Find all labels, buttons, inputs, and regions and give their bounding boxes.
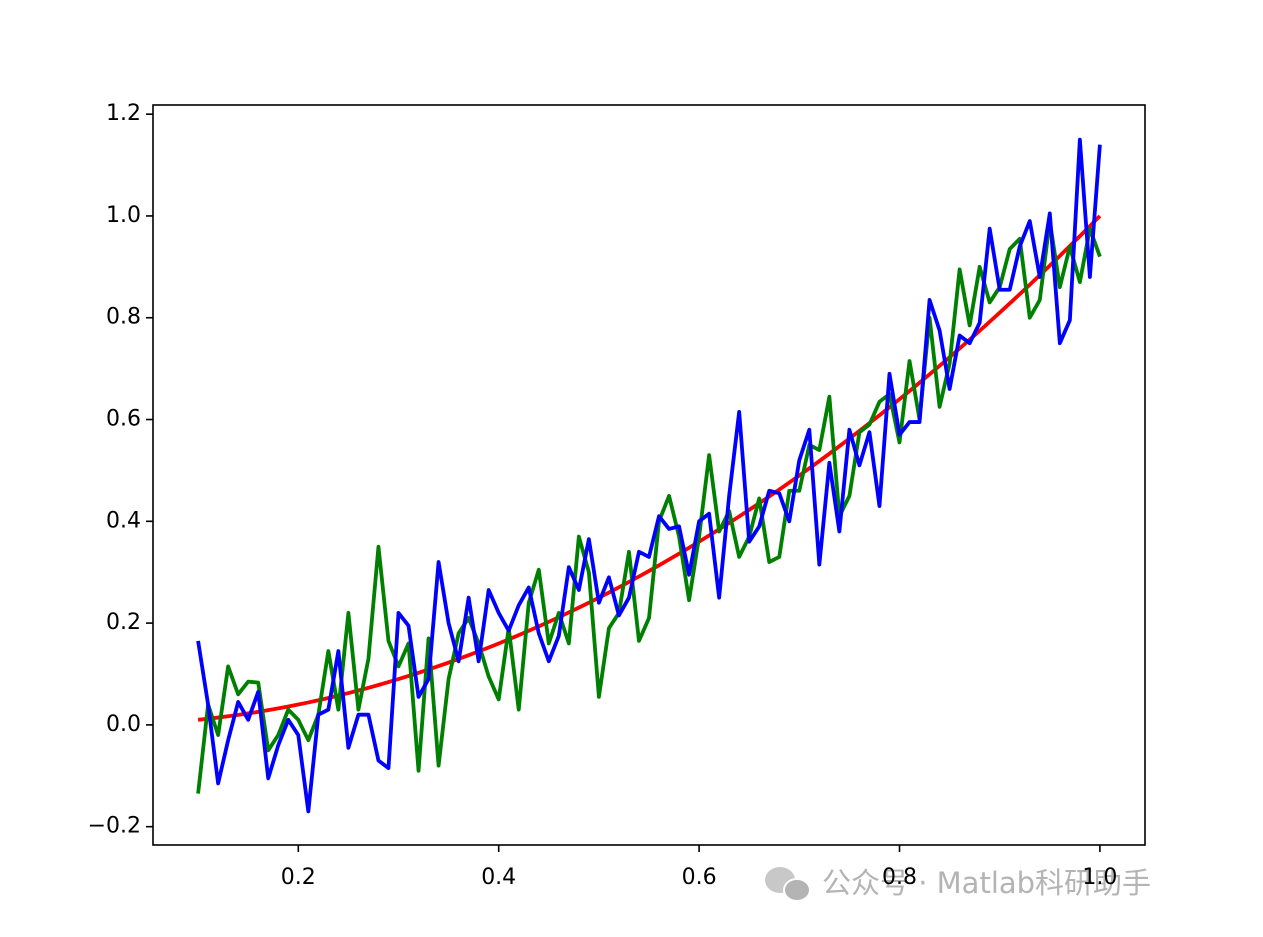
series-line bbox=[196, 219, 1102, 794]
y-tick-label: 0.2 bbox=[106, 610, 141, 635]
plot-area bbox=[196, 137, 1102, 814]
y-tick-label: 0.6 bbox=[106, 407, 141, 432]
watermark: 公众号 · Matlab科研助手 bbox=[765, 866, 1151, 902]
x-tick-label: 0.4 bbox=[481, 865, 516, 890]
series-line bbox=[196, 137, 1102, 814]
watermark-icon bbox=[783, 878, 811, 902]
x-tick-label: 0.8 bbox=[882, 865, 917, 890]
watermark-text: 公众号 · Matlab科研助手 bbox=[822, 866, 1151, 900]
y-tick-label: 1.2 bbox=[106, 101, 141, 126]
y-tick-label: 1.0 bbox=[106, 203, 141, 228]
x-tick-label: 0.6 bbox=[682, 865, 717, 890]
y-tick-label: 0.8 bbox=[106, 305, 141, 330]
x-tick-label: 1.0 bbox=[1082, 865, 1117, 890]
y-tick-label: −0.2 bbox=[88, 814, 141, 839]
axes-frame bbox=[152, 104, 1146, 846]
y-tick-label: 0.0 bbox=[106, 712, 141, 737]
x-tick-label: 0.2 bbox=[281, 865, 316, 890]
y-tick-label: 0.4 bbox=[106, 508, 141, 533]
